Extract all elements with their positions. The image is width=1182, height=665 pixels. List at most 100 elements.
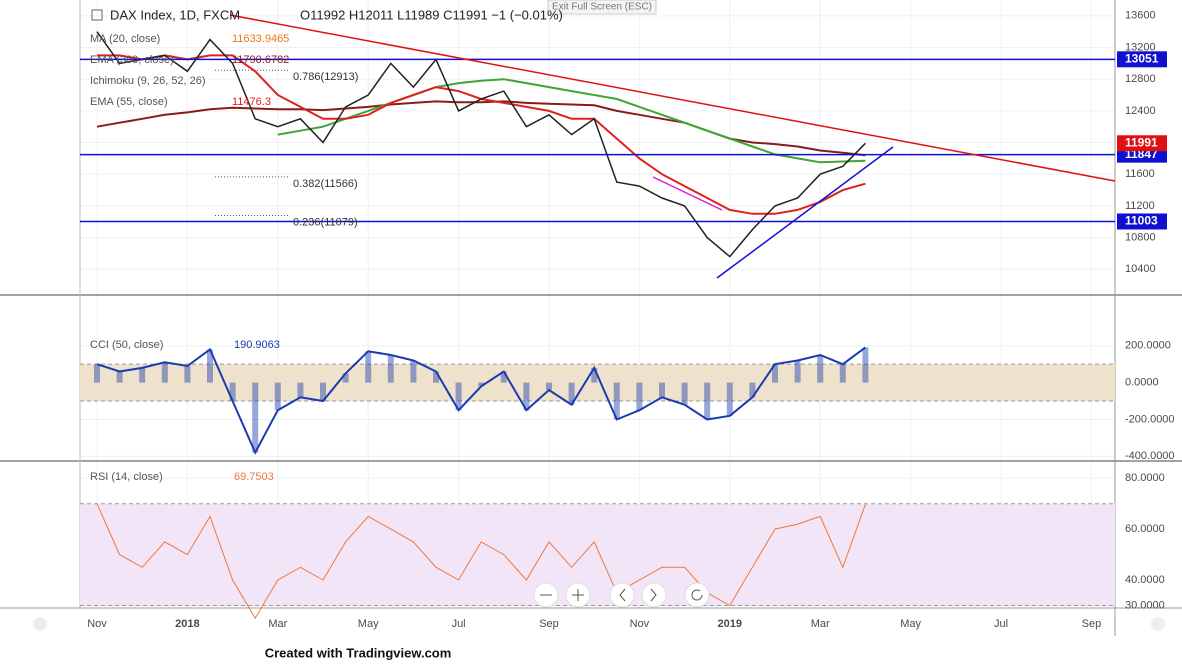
trendline xyxy=(652,176,723,211)
cci-bar xyxy=(772,364,778,383)
zoom-controls xyxy=(533,582,710,608)
y-tick-label: 11200 xyxy=(1125,200,1155,212)
legend-name[interactable]: EMA (55, close) xyxy=(90,96,168,108)
timezone-button[interactable] xyxy=(33,617,47,631)
cci-bar xyxy=(161,362,168,383)
cci-bar xyxy=(433,371,439,383)
x-tick-label: Sep xyxy=(539,618,559,630)
x-tick-label: Nov xyxy=(630,618,650,630)
legends: MA (20, close) 11633.9465 EMA (300, close)… xyxy=(90,33,289,483)
level-label: 11003 xyxy=(1125,214,1158,228)
y-tick-label: 40.0000 xyxy=(1125,574,1165,586)
cci-bar xyxy=(681,382,688,405)
cci-bar xyxy=(636,382,643,411)
cci-bar xyxy=(365,351,372,383)
cci-bar xyxy=(387,354,394,383)
cci-bar xyxy=(207,349,213,383)
cci-bar xyxy=(116,371,123,383)
notice-box[interactable] xyxy=(547,0,657,15)
cci-bar xyxy=(523,382,530,411)
fib-label: 0.236(11079) xyxy=(293,216,358,228)
cci-bar xyxy=(297,382,304,398)
reset[interactable] xyxy=(684,582,710,608)
y-tick-label: 13600 xyxy=(1125,10,1156,22)
y-tick-label: 200.0000 xyxy=(1125,340,1171,352)
legend-name[interactable]: RSI (14, close) xyxy=(90,471,163,483)
cci-bar xyxy=(704,382,711,420)
collapse-icon[interactable] xyxy=(91,9,103,21)
x-tick-label: Mar xyxy=(268,618,287,630)
cci-bar xyxy=(94,364,100,383)
band xyxy=(80,503,1115,606)
cci-bar xyxy=(726,382,733,416)
x-tick-label: Mar xyxy=(811,618,830,630)
legend-name[interactable]: CCI (50, close) xyxy=(90,339,163,351)
x-tick-label: 2018 xyxy=(175,618,199,630)
cci-bar xyxy=(839,364,846,383)
price-line xyxy=(96,503,866,620)
cci-bar xyxy=(794,360,801,383)
legend-name[interactable]: Ichimoku (9, 26, 52, 26) xyxy=(90,75,206,87)
y-tick-label: 10800 xyxy=(1125,231,1156,243)
scroll-left-icon xyxy=(619,588,626,602)
cci-bar xyxy=(749,382,756,398)
fib-label: 0.786(12913) xyxy=(293,71,358,83)
ma-line xyxy=(277,78,866,164)
cci-bar xyxy=(591,367,598,383)
band xyxy=(80,364,1115,402)
legend-value: 11790.6782 xyxy=(232,54,289,66)
cci-bar xyxy=(229,382,236,402)
auto-scale-button[interactable] xyxy=(1151,617,1165,631)
y-tick-label: 12800 xyxy=(1125,73,1156,85)
last-price-box xyxy=(1117,135,1167,152)
scroll-right-icon xyxy=(650,588,657,602)
notice[interactable]: Exit Full Screen (ESC) xyxy=(552,2,652,13)
trendline xyxy=(716,146,894,279)
cci-bar xyxy=(342,373,349,383)
y-tick-label: 11600 xyxy=(1125,168,1155,180)
ohlc: O11992 H12011 L11989 C11991 −1 (−0.01%) xyxy=(300,7,563,22)
reset-icon xyxy=(691,589,703,601)
cci-bar xyxy=(500,371,507,383)
fib-label: 0.382(11566) xyxy=(293,178,358,190)
cci-bar xyxy=(568,382,575,405)
x-tick-label: Sep xyxy=(1082,618,1102,630)
legend-value: 190.9063 xyxy=(234,339,280,351)
level-label: 13051 xyxy=(1125,51,1159,65)
cci-bar xyxy=(410,360,417,383)
y-tick-label: 0.0000 xyxy=(1125,377,1159,389)
cci-line xyxy=(96,346,866,455)
x-tick-label: May xyxy=(358,618,379,630)
legend-value: 11633.9465 xyxy=(232,33,289,45)
trendline xyxy=(229,14,1116,182)
level-label-box xyxy=(1117,213,1167,230)
price-line xyxy=(96,31,866,258)
y-tick-label: 60.0000 xyxy=(1125,523,1165,535)
chart-title: DAX Index, 1D, FXCM xyxy=(110,7,240,22)
y-tick-label: -400.0000 xyxy=(1125,450,1175,462)
legend-value: 11476.3 xyxy=(232,96,271,108)
legend-name[interactable]: EMA (300, close) xyxy=(90,54,174,66)
cci-bar xyxy=(274,382,281,411)
x-tick-label: May xyxy=(900,618,921,630)
scroll-right[interactable] xyxy=(641,582,667,608)
y-tick-label: 80.0000 xyxy=(1125,472,1165,484)
cci-bar xyxy=(659,382,665,398)
ma-line xyxy=(96,100,866,157)
legend-value: 69.7503 xyxy=(234,471,274,483)
scroll-left[interactable] xyxy=(609,582,635,608)
x-tick-label: Jul xyxy=(452,618,466,630)
cci-bar xyxy=(613,382,620,420)
y-tick-label: 13200 xyxy=(1125,41,1156,53)
legend-name[interactable]: MA (20, close) xyxy=(90,33,160,45)
footer: Created with Tradingview.com xyxy=(265,645,452,660)
cci-bar xyxy=(455,382,462,411)
last-price-label: 11991 xyxy=(1125,135,1158,149)
cci-bar xyxy=(184,366,191,383)
y-tick-label: 12400 xyxy=(1125,105,1156,117)
x-tick-label: Nov xyxy=(87,618,107,630)
zoom-in-icon xyxy=(572,589,584,601)
level-label-box xyxy=(1117,51,1167,68)
y-tick-label: 30.0000 xyxy=(1125,599,1165,611)
